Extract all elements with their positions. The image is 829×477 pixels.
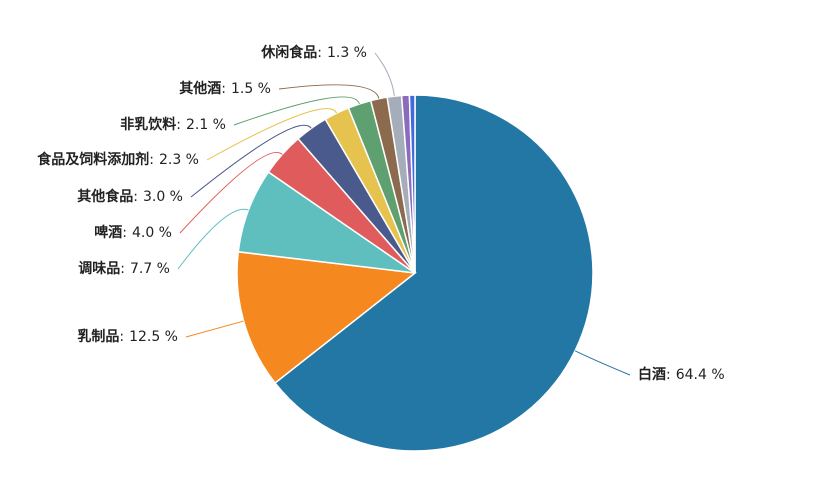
value-label: 4.0 % bbox=[132, 225, 172, 241]
pie-slice bbox=[273, 94, 594, 452]
value-label: 64.4 % bbox=[676, 367, 725, 383]
leader-line bbox=[206, 108, 338, 161]
leader-line bbox=[190, 124, 312, 198]
label-separator: : bbox=[133, 189, 138, 205]
pie-slice bbox=[408, 94, 416, 274]
label-separator: : bbox=[221, 81, 226, 97]
category-label: 非乳饮料 bbox=[120, 116, 176, 133]
slice-label: 啤酒: 4.0 % bbox=[94, 224, 172, 241]
value-label: 1.5 % bbox=[231, 81, 271, 97]
slice-label: 其他食品: 3.0 % bbox=[77, 188, 183, 205]
label-separator: : bbox=[666, 367, 671, 383]
slice-label: 食品及饲料添加剂: 2.3 % bbox=[37, 151, 199, 168]
value-label: 1.3 % bbox=[327, 45, 367, 61]
label-separator: : bbox=[119, 329, 124, 345]
label-separator: : bbox=[122, 225, 127, 241]
value-label: 2.3 % bbox=[159, 152, 199, 168]
label-separator: : bbox=[317, 45, 322, 61]
leader-line bbox=[574, 350, 631, 376]
category-label: 白酒 bbox=[638, 366, 666, 383]
leader-line bbox=[185, 320, 244, 338]
slice-label: 其他酒: 1.5 % bbox=[179, 80, 271, 97]
value-label: 2.1 % bbox=[186, 117, 226, 133]
leader-line bbox=[278, 84, 380, 99]
category-label: 其他食品 bbox=[77, 188, 133, 205]
category-label: 乳制品 bbox=[77, 328, 119, 345]
label-separator: : bbox=[120, 261, 125, 277]
leader-line bbox=[233, 96, 360, 126]
leader-line bbox=[374, 52, 395, 97]
category-label: 调味品 bbox=[78, 261, 120, 277]
slice-label: 乳制品: 12.5 % bbox=[77, 328, 178, 345]
slice-label: 休闲食品: 1.3 % bbox=[260, 44, 367, 61]
category-label: 休闲食品 bbox=[260, 44, 317, 61]
label-separator: : bbox=[149, 152, 154, 168]
label-separator: : bbox=[176, 117, 181, 133]
leader-line bbox=[179, 152, 283, 234]
leader-line bbox=[177, 208, 249, 270]
value-label: 12.5 % bbox=[129, 329, 178, 345]
slice-label: 白酒: 64.4 % bbox=[638, 366, 725, 383]
pie-slice bbox=[236, 250, 417, 385]
slice-label: 调味品: 7.7 % bbox=[78, 261, 170, 277]
category-label: 食品及饲料添加剂 bbox=[37, 151, 149, 168]
value-label: 3.0 % bbox=[143, 189, 183, 205]
category-label: 其他酒 bbox=[179, 80, 221, 97]
category-label: 啤酒 bbox=[94, 224, 122, 241]
value-label: 7.7 % bbox=[130, 261, 170, 277]
slice-label: 非乳饮料: 2.1 % bbox=[120, 116, 226, 133]
